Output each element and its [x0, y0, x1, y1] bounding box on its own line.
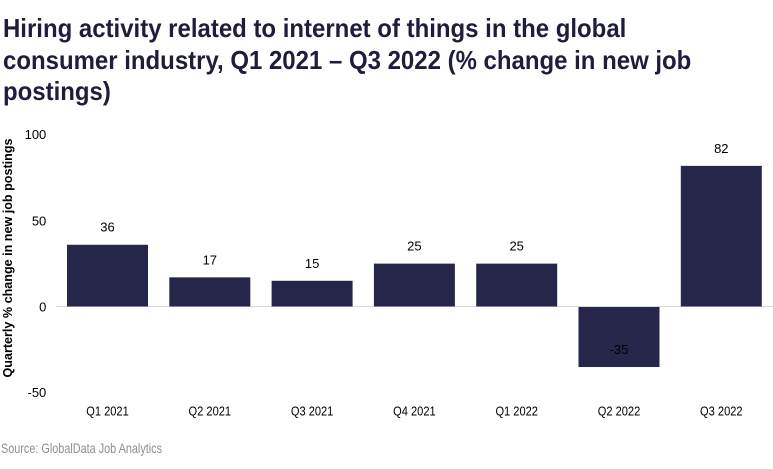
- svg-text:Q2 2021: Q2 2021: [189, 404, 232, 419]
- svg-text:25: 25: [407, 239, 421, 254]
- svg-text:50: 50: [32, 213, 46, 228]
- svg-text:36: 36: [100, 220, 114, 235]
- svg-text:17: 17: [203, 252, 217, 267]
- svg-text:Q3 2021: Q3 2021: [291, 404, 334, 419]
- svg-text:-35: -35: [610, 342, 629, 357]
- svg-text:Quarterly % change in new job: Quarterly % change in new job postings: [0, 139, 15, 378]
- svg-text:100: 100: [25, 127, 47, 142]
- svg-text:25: 25: [509, 239, 523, 254]
- svg-text:15: 15: [305, 256, 319, 271]
- svg-text:Q1 2022: Q1 2022: [495, 404, 538, 419]
- svg-text:-50: -50: [28, 385, 47, 400]
- svg-text:Q2 2022: Q2 2022: [598, 404, 641, 419]
- svg-text:82: 82: [714, 141, 728, 156]
- svg-text:Q3 2022: Q3 2022: [700, 404, 743, 419]
- svg-text:0: 0: [39, 300, 46, 315]
- svg-text:Q4 2021: Q4 2021: [393, 404, 436, 419]
- svg-text:Q1 2021: Q1 2021: [86, 404, 129, 419]
